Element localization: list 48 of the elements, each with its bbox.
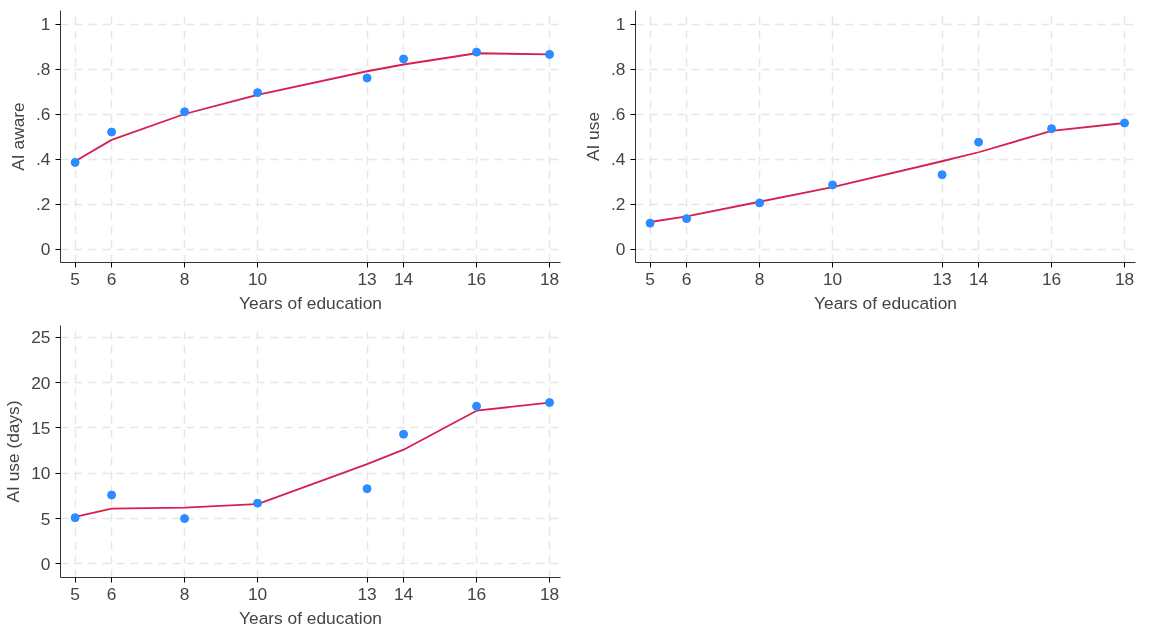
y-tick-label: .8 <box>611 59 626 79</box>
y-tick-label: 20 <box>31 372 51 393</box>
y-tick-label: 1 <box>615 14 626 34</box>
x-tick-label: 14 <box>968 268 989 289</box>
x-tick-label: 5 <box>70 268 80 289</box>
x-tick-label: 16 <box>1041 268 1062 289</box>
y-tick-label: 0 <box>615 239 626 259</box>
y-tick-label: .6 <box>36 104 51 124</box>
x-tick-label: 8 <box>179 268 190 289</box>
x-tick-label: 5 <box>70 583 80 604</box>
x-tick-label: 6 <box>681 268 692 289</box>
x-tick-label: 10 <box>247 583 268 604</box>
y-tick-label: 15 <box>31 417 51 438</box>
y-axis-title: AI aware <box>8 102 29 171</box>
y-tick-label: 10 <box>31 463 51 484</box>
x-tick-label: 10 <box>822 268 843 289</box>
x-tick-label: 18 <box>1114 268 1135 289</box>
x-tick-label: 10 <box>247 268 268 289</box>
x-tick-label: 6 <box>106 583 117 604</box>
x-tick-label: 5 <box>645 268 655 289</box>
y-tick-label: 1 <box>40 14 51 34</box>
x-tick-label: 18 <box>539 583 560 604</box>
x-tick-label: 16 <box>466 268 487 289</box>
y-tick-label: .4 <box>611 149 626 169</box>
x-tick-label: 6 <box>106 268 117 289</box>
x-tick-label: 13 <box>357 268 377 289</box>
y-tick-label: 0 <box>40 553 51 574</box>
y-axis-title: AI use (days) <box>3 400 24 503</box>
x-tick-label: 14 <box>393 268 414 289</box>
x-axis-title: Years of education <box>239 607 382 628</box>
x-tick-label: 8 <box>754 268 765 289</box>
y-tick-label: 25 <box>31 327 51 348</box>
y-tick-label: 0 <box>40 239 51 259</box>
x-axis-title: Years of education <box>814 292 957 313</box>
y-tick-label: .2 <box>611 194 626 214</box>
y-tick-label: .4 <box>36 149 51 169</box>
y-tick-label: .6 <box>611 104 626 124</box>
x-tick-label: 14 <box>393 583 414 604</box>
x-tick-label: 8 <box>179 583 190 604</box>
x-tick-label: 13 <box>357 583 377 604</box>
y-tick-label: .2 <box>36 194 51 214</box>
y-axis-title: AI use <box>583 111 604 162</box>
x-axis-title: Years of education <box>239 292 382 313</box>
x-tick-label: 16 <box>466 583 487 604</box>
y-tick-label: .8 <box>36 59 51 79</box>
y-tick-label: 5 <box>40 508 51 529</box>
x-tick-label: 18 <box>539 268 560 289</box>
x-tick-label: 13 <box>932 268 952 289</box>
